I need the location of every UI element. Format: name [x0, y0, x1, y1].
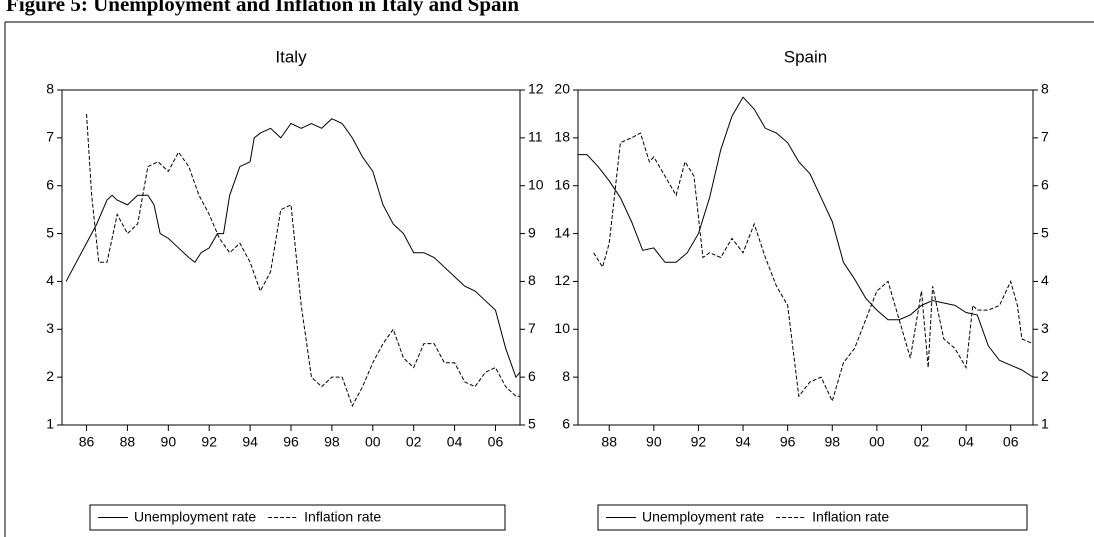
series-line — [86, 113, 520, 408]
y2-tick-label: 10 — [528, 176, 544, 192]
y-tick-label: 1 — [46, 416, 54, 432]
x-tick-label: 96 — [283, 434, 299, 450]
plot-area — [577, 89, 1034, 426]
y2-tick-label: 1 — [1041, 416, 1049, 432]
x-tick-label: 92 — [201, 434, 217, 450]
series-line — [578, 96, 1034, 378]
y-tick-label: 8 — [562, 368, 570, 384]
y-tick-label: 6 — [46, 176, 54, 192]
x-tick-label: 98 — [324, 434, 340, 450]
x-tick-label: 00 — [365, 434, 381, 450]
y-tick-label: 16 — [554, 176, 570, 192]
y2-tick-label: 9 — [528, 224, 536, 240]
x-tick-label: 00 — [869, 434, 885, 450]
y2-tick-label: 2 — [1041, 368, 1049, 384]
y2-tick-label: 12 — [528, 81, 544, 97]
legend-label: Unemployment rate — [134, 509, 256, 525]
y2-tick-label: 6 — [528, 368, 536, 384]
x-tick-label: 90 — [646, 434, 662, 450]
x-tick-label: 92 — [691, 434, 707, 450]
figure-title: Figure 5: Unemployment and Inflation in … — [6, 0, 519, 16]
legend-box — [89, 504, 506, 531]
x-tick-label: 04 — [958, 434, 974, 450]
x-tick-label: 96 — [780, 434, 796, 450]
y-tick-label: 7 — [46, 129, 54, 145]
y2-tick-label: 8 — [1041, 81, 1049, 97]
x-tick-label: 98 — [824, 434, 840, 450]
x-tick-label: 02 — [914, 434, 930, 450]
x-tick-label: 06 — [1003, 434, 1019, 450]
y-tick-label: 2 — [46, 368, 54, 384]
x-tick-label: 06 — [488, 434, 504, 450]
y2-tick-label: 11 — [528, 129, 543, 145]
y-tick-label: 10 — [554, 320, 570, 336]
y-tick-label: 6 — [562, 416, 570, 432]
panel-title: Spain — [784, 47, 827, 66]
x-tick-label: 94 — [242, 434, 258, 450]
x-tick-label: 88 — [120, 434, 136, 450]
x-tick-label: 04 — [447, 434, 463, 450]
x-tick-label: 90 — [161, 434, 177, 450]
y2-tick-label: 4 — [1041, 272, 1049, 288]
y-tick-label: 4 — [46, 272, 54, 288]
y-tick-label: 20 — [554, 81, 570, 97]
x-tick-label: 02 — [406, 434, 422, 450]
y2-tick-label: 8 — [528, 272, 536, 288]
series-line — [593, 132, 1034, 403]
y-tick-label: 5 — [46, 224, 54, 240]
y-tick-label: 18 — [554, 129, 570, 145]
legend-label: Inflation rate — [812, 509, 889, 525]
series-line — [65, 118, 521, 379]
y2-tick-label: 3 — [1041, 320, 1049, 336]
y-tick-label: 14 — [554, 224, 570, 240]
x-tick-label: 94 — [735, 434, 751, 450]
y2-tick-label: 7 — [1041, 129, 1049, 145]
plot-area — [61, 89, 521, 426]
y2-tick-label: 6 — [1041, 176, 1049, 192]
y2-tick-label: 5 — [528, 416, 536, 432]
y2-tick-label: 7 — [528, 320, 536, 336]
y2-tick-label: 5 — [1041, 224, 1049, 240]
legend-label: Inflation rate — [304, 509, 381, 525]
panel-title: Italy — [275, 47, 307, 66]
x-tick-label: 88 — [601, 434, 617, 450]
y-tick-label: 8 — [46, 81, 54, 97]
y-tick-label: 3 — [46, 320, 54, 336]
legend-label: Unemployment rate — [642, 509, 764, 525]
x-tick-label: 86 — [79, 434, 95, 450]
legend-box — [597, 504, 1028, 531]
y-tick-label: 12 — [554, 272, 570, 288]
